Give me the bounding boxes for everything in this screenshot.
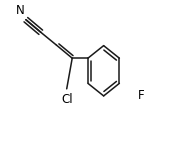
- Text: N: N: [16, 3, 25, 17]
- Text: Cl: Cl: [61, 93, 73, 106]
- Text: F: F: [138, 89, 145, 102]
